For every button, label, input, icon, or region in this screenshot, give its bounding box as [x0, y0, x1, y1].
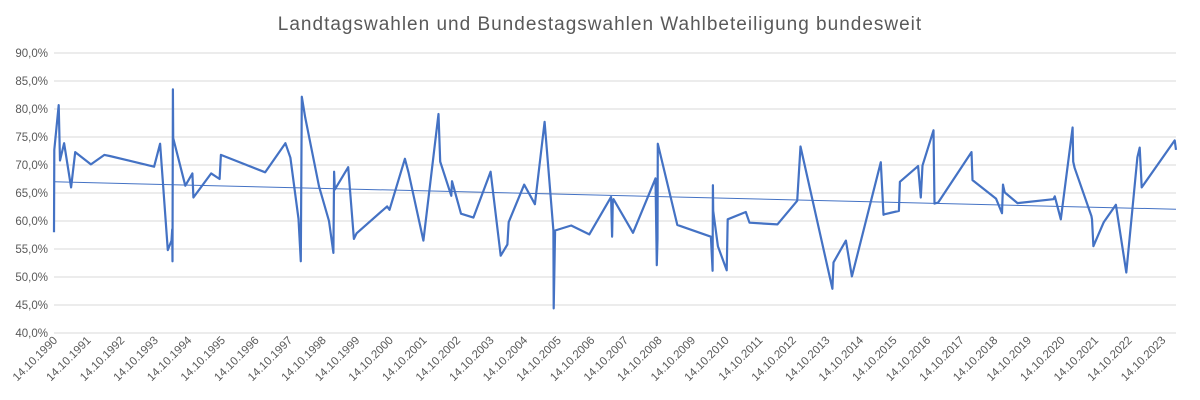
grid-layer — [54, 52, 1176, 334]
chart-title: Landtagswahlen und Bundestagswahlen Wahl… — [278, 14, 922, 35]
y-tick-label: 55,0% — [15, 244, 48, 256]
trendline-layer — [53, 181, 1177, 210]
trendline — [53, 181, 1177, 210]
y-tick-label: 80,0% — [15, 104, 48, 116]
x-axis-ticks: 14.10.199014.10.199114.10.199214.10.1993… — [11, 334, 1168, 384]
y-tick-label: 65,0% — [15, 188, 48, 200]
y-tick-label: 60,0% — [15, 216, 48, 228]
y-tick-label: 70,0% — [15, 160, 48, 172]
series-layer — [52, 88, 1178, 310]
y-tick-label: 85,0% — [15, 76, 48, 88]
y-tick-label: 45,0% — [15, 300, 48, 312]
y-tick-label: 90,0% — [15, 48, 48, 60]
series-line — [52, 88, 1178, 310]
y-tick-label: 40,0% — [15, 328, 48, 340]
y-tick-label: 50,0% — [15, 272, 48, 284]
y-tick-label: 75,0% — [15, 132, 48, 144]
y-axis-ticks: 40,0% 45,0% 50,0% 55,0% 60,0% 65,0% 70,0% 75,0%… — [15, 48, 48, 340]
